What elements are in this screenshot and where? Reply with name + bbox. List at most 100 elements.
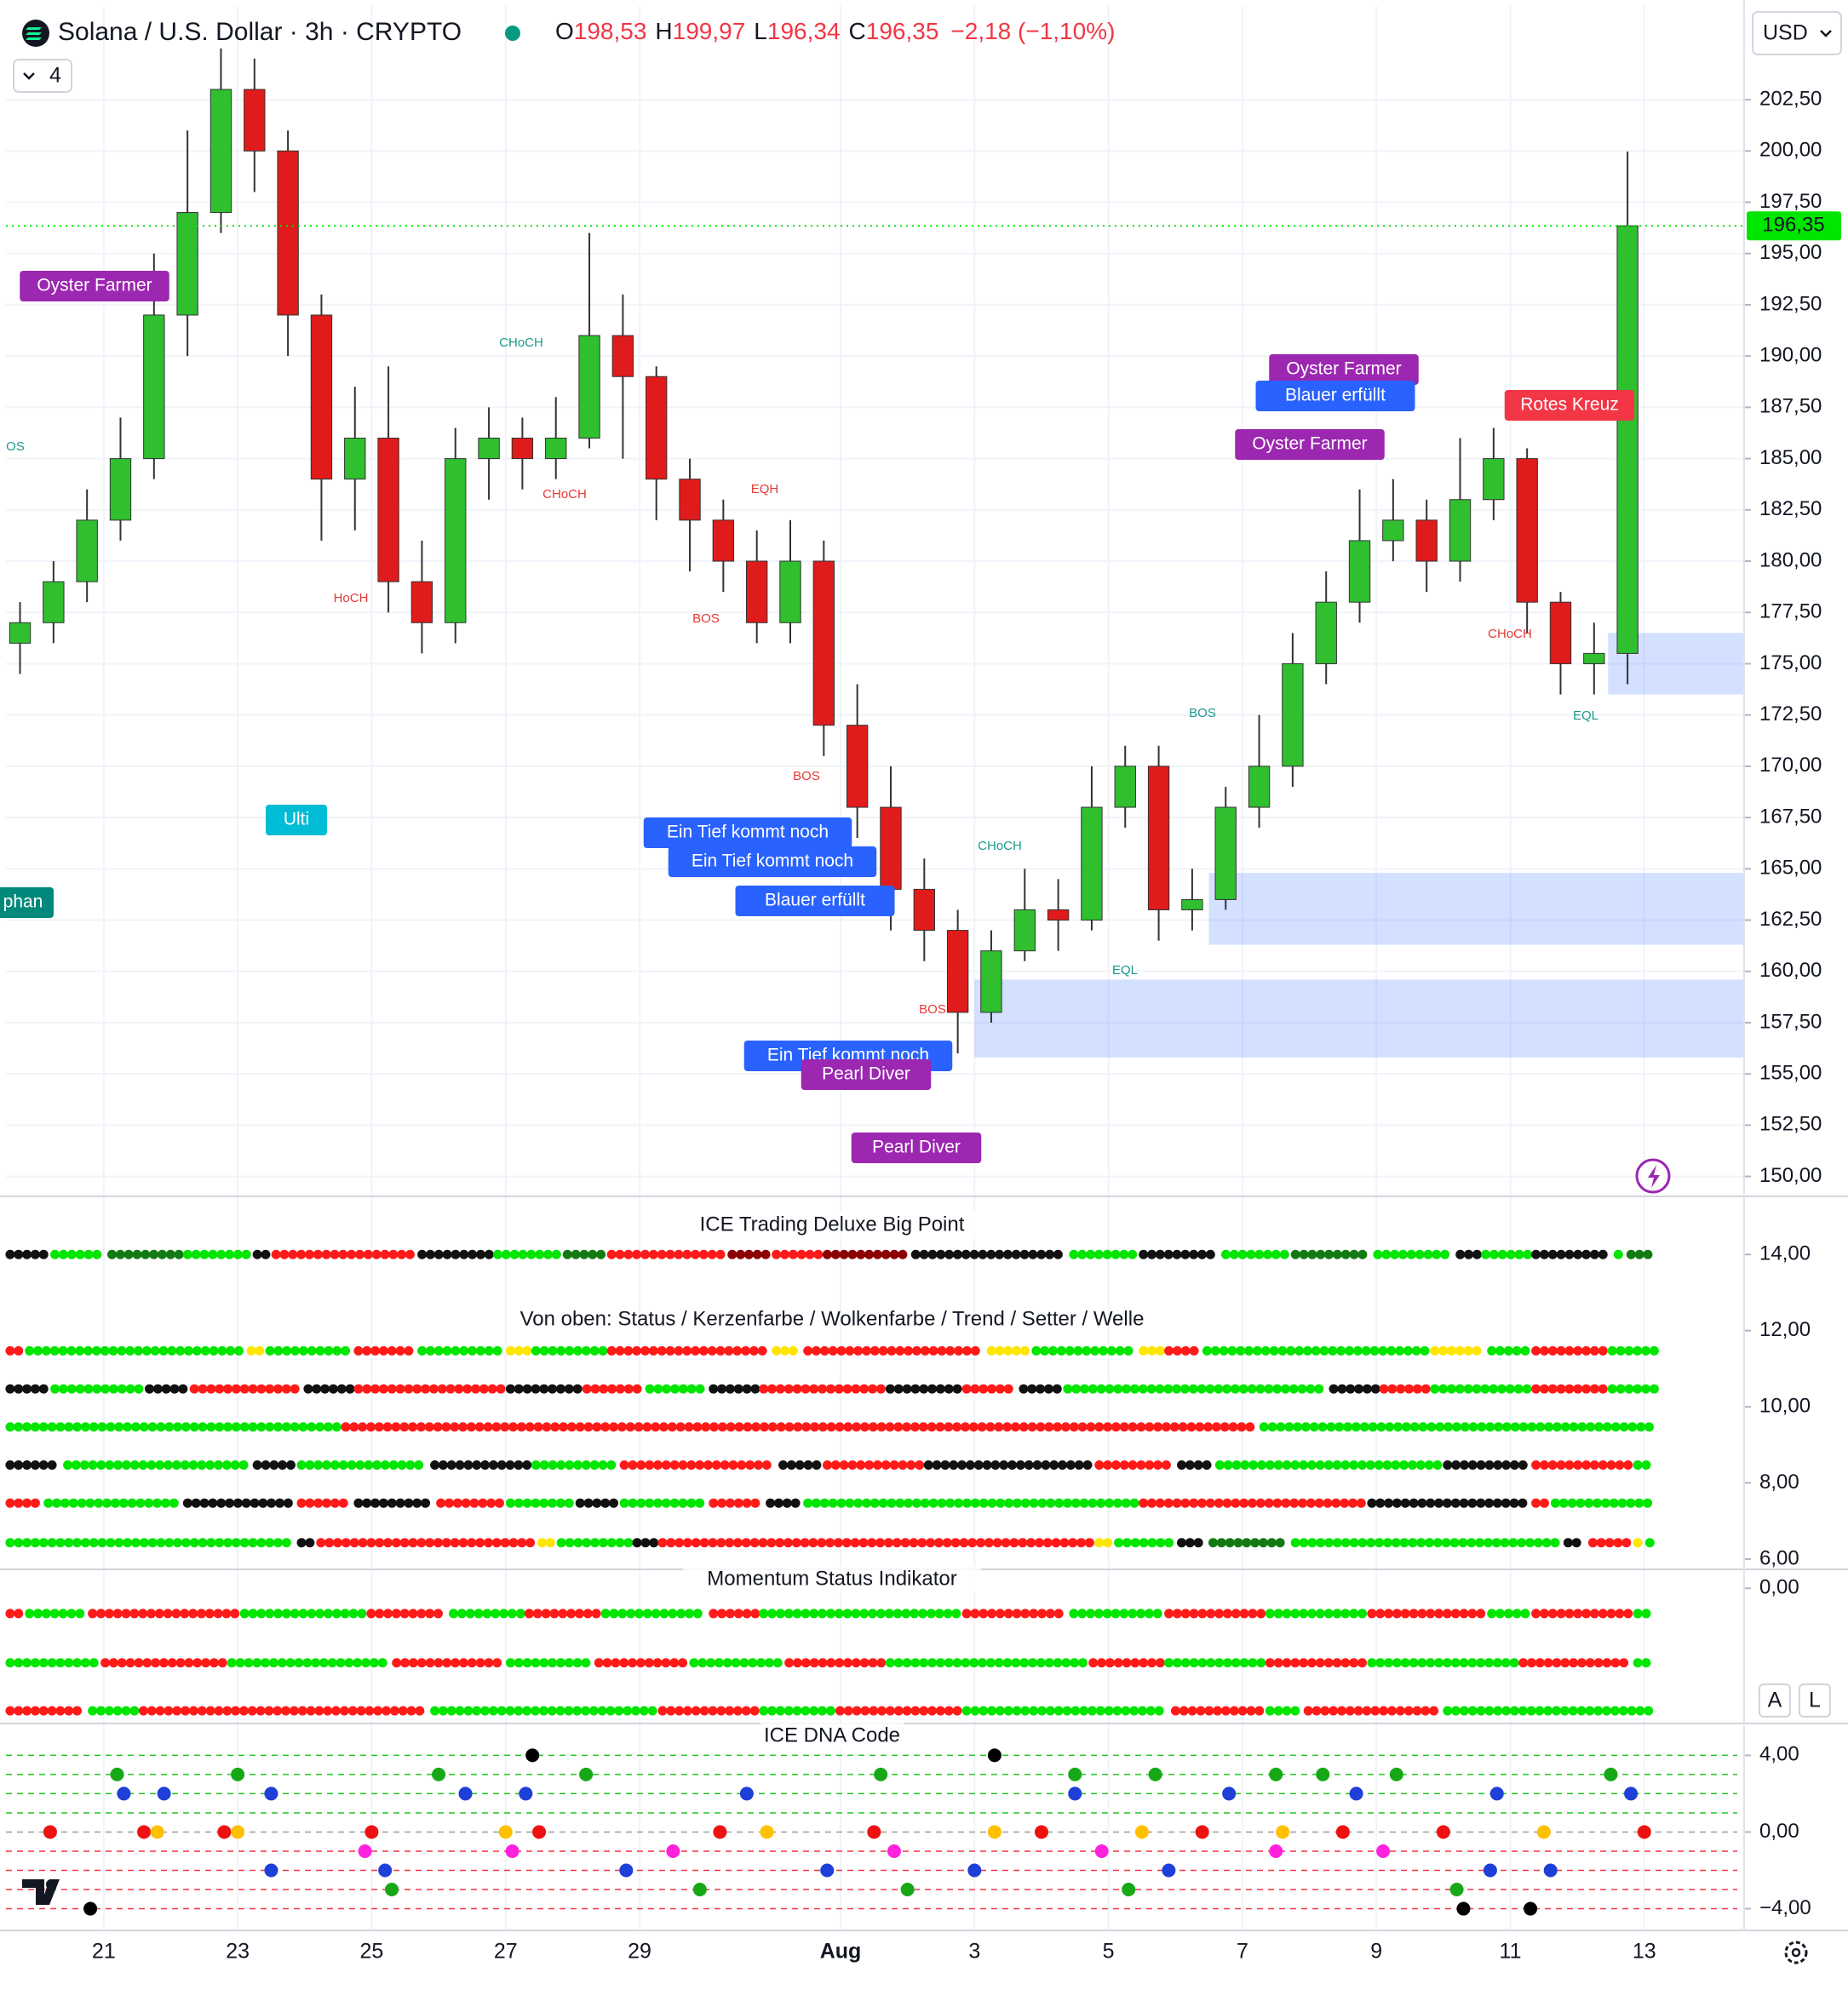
dna-dot [1276,1825,1290,1839]
y-tick-label: 202,50 [1759,87,1822,110]
dna-dot [760,1825,774,1839]
candle-body [712,519,735,562]
dna-dot [666,1844,680,1858]
candle-body [1147,766,1170,910]
candle-body [511,437,534,460]
settings-icon[interactable] [1784,1941,1808,1964]
dna-dot [519,1786,533,1801]
legend-value: 196,35 [866,18,939,44]
x-tick-label: 13 [1633,1940,1656,1964]
dna-dot [1376,1844,1391,1858]
alert-icon-bolt [1648,1165,1660,1188]
settings-icon-core [1791,1947,1801,1958]
candle-body [1214,806,1237,900]
indicator-count[interactable]: 4 [49,64,61,88]
y-tick-label: 182,50 [1759,497,1822,520]
y-tick-label: 177,50 [1759,600,1822,623]
x-tick-label: 27 [494,1940,518,1964]
candle-body [812,560,835,726]
candle-body [1583,652,1605,664]
candle-body [310,314,333,480]
y-tick-label: 190,00 [1759,343,1822,366]
candle-body [143,314,165,460]
y-tick-label: 157,50 [1759,1010,1822,1033]
x-tick-label: 9 [1370,1940,1382,1964]
candle-body [1483,458,1505,501]
dna-dot [874,1767,888,1781]
y-tick-label: 187,50 [1759,395,1822,418]
dna-dot [1524,1901,1538,1916]
dna-dot [867,1825,881,1839]
annotation-box [1255,381,1415,411]
dna-dot [1483,1863,1497,1878]
y-tick-label: 165,00 [1759,857,1822,880]
annotation-box [643,817,852,848]
x-tick-label: 23 [226,1940,250,1964]
candle-body [1181,898,1203,910]
y-tick-label: 192,50 [1759,292,1822,315]
y-tick-label: 12,00 [1759,1318,1811,1341]
structure-label: CHoCH [542,487,587,502]
auto-scale-label[interactable]: A [1768,1689,1782,1712]
log-scale-button[interactable] [1799,1683,1831,1718]
y-tick-label: 172,50 [1759,703,1822,725]
structure-label: BOS [793,769,820,783]
dna-dot [967,1863,982,1878]
dna-dot [1094,1844,1109,1858]
dna-dot [110,1767,124,1781]
symbol-logo-mark [26,27,42,40]
legend-value: 196,34 [767,18,841,44]
y-tick-label: 185,00 [1759,446,1822,469]
annotation-box [1235,429,1385,460]
annotation-label: Blauer erfüllt [765,891,865,910]
dna-dot [820,1863,835,1878]
candle-body [545,437,567,460]
structure-label: BOS [919,1002,946,1017]
dna-dot [137,1825,152,1839]
candle-body [1415,519,1438,562]
currency-label[interactable]: USD [1763,21,1808,45]
y-tick-label: 160,00 [1759,959,1822,982]
zone [1208,873,1744,945]
dna-dot [231,1825,245,1839]
auto-scale-button[interactable] [1759,1683,1791,1718]
dna-dot [1456,1901,1471,1916]
candle-body [846,725,869,808]
annotation-label: Pearl Diver [872,1138,961,1157]
candle-body [1248,766,1271,808]
structure-label: EQL [1112,963,1138,978]
currency-button[interactable] [1752,11,1842,55]
candle-body [1282,662,1304,767]
tradingview-logo-dot [46,1879,56,1890]
dna-dot [900,1883,915,1897]
candle-body [578,335,600,439]
structure-label: CHoCH [978,839,1022,853]
indicator-toggle[interactable] [13,59,72,93]
dna-dot [1134,1825,1149,1839]
y-tick-label: 0,00 [1759,1576,1799,1599]
pane-subtitle: Von oben: Status / Kerzenfarbe / Wolkenf… [520,1307,1145,1330]
dna-dot [1489,1786,1504,1801]
dna-dot [1148,1767,1162,1781]
dna-dot [1068,1767,1082,1781]
log-scale-label[interactable]: L [1809,1689,1821,1712]
candle-body [1081,806,1103,921]
candle-body [611,335,634,377]
dna-dot [1536,1825,1551,1839]
candle-body [445,458,467,623]
candle-body [1382,519,1404,542]
dna-dot [385,1883,399,1897]
x-tick-label: Aug [820,1940,862,1964]
annotation-label: Pearl Diver [822,1064,910,1084]
dna-dot [987,1825,1001,1839]
annotation-label: phan [3,892,43,912]
legend-key: L [754,18,767,44]
dna-dot [1269,1844,1283,1858]
y-tick-label: −4,00 [1759,1896,1811,1919]
dna-dot [1162,1863,1176,1878]
annotation-label: Ein Tief kommt noch [667,823,829,842]
